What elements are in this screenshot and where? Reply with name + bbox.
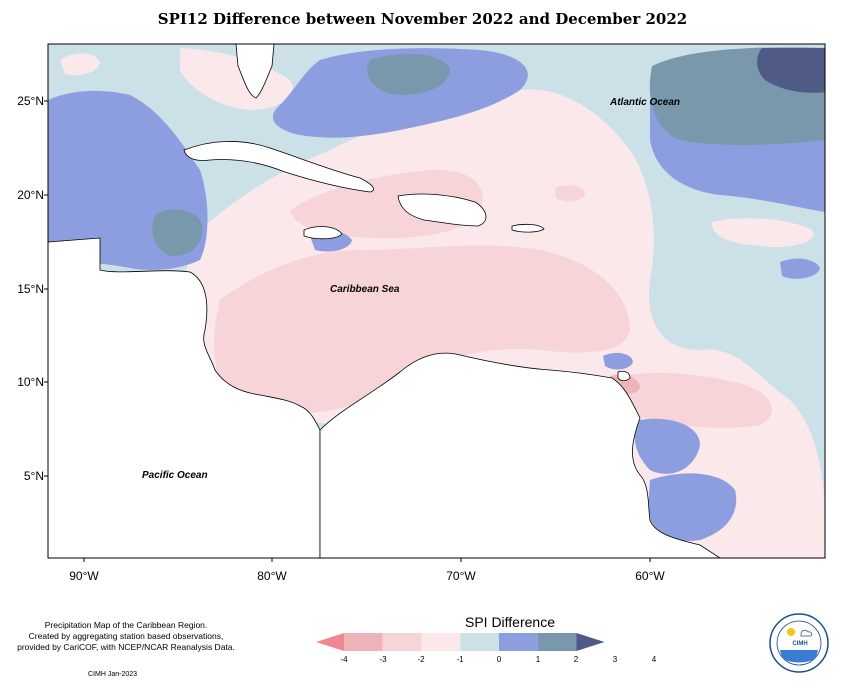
shading-navy xyxy=(757,48,825,93)
shading-blue-trinidad xyxy=(603,352,633,370)
map-title: SPI12 Difference between November 2022 a… xyxy=(157,10,688,28)
legend-tick: -2 xyxy=(417,655,425,664)
shading-pink xyxy=(214,245,631,414)
latitude-label-10n: 10°N xyxy=(17,375,44,389)
legend-tick: -1 xyxy=(456,655,464,664)
shading-steel-west xyxy=(152,209,203,257)
longitude-label-90w: 90°W xyxy=(69,569,99,583)
legend-swatch xyxy=(460,633,499,651)
cimh-logo xyxy=(769,613,829,673)
longitude-label-70w: 70°W xyxy=(446,569,476,583)
shading-blue-small xyxy=(780,258,820,279)
land-florida xyxy=(235,44,275,99)
land-cuba xyxy=(183,141,374,193)
land-puerto-rico xyxy=(511,223,545,233)
legend-swatch xyxy=(499,633,538,651)
label-pacific-ocean: Pacific Ocean xyxy=(142,470,208,481)
cloud-icon xyxy=(800,629,813,637)
shading-light-pink-2 xyxy=(180,48,293,110)
latitude-label-15n: 15°N xyxy=(17,282,44,296)
shading-blue-south xyxy=(634,418,700,474)
shading-blue-guiana xyxy=(648,473,737,541)
label-caribbean-sea: Caribbean Sea xyxy=(330,284,400,295)
longitude-label-60w: 60°W xyxy=(635,569,665,583)
map-frame xyxy=(47,43,826,559)
credit-text: CIMH Jan-2023 xyxy=(88,671,138,678)
legend-tick: 3 xyxy=(612,655,618,664)
shading-steel-north xyxy=(367,53,450,95)
land-trinidad xyxy=(617,370,631,382)
water-icon xyxy=(780,650,818,663)
map-description: Precipitation Map of the Caribbean Regio… xyxy=(6,620,246,653)
legend-tick: -4 xyxy=(340,655,348,664)
shading-pink-3 xyxy=(602,372,772,428)
legend-swatch xyxy=(421,633,461,651)
legend-arrow-high xyxy=(576,633,605,651)
description-line-1: Precipitation Map of the Caribbean Regio… xyxy=(44,620,208,630)
land-jamaica xyxy=(303,226,343,240)
legend-tick: -3 xyxy=(379,655,387,664)
legend-tick: 0 xyxy=(496,655,502,664)
label-atlantic-ocean: Atlantic Ocean xyxy=(610,97,681,108)
sun-icon xyxy=(787,628,795,636)
spi-color-legend xyxy=(316,633,605,651)
latitude-label-5n: 5°N xyxy=(23,469,44,483)
legend-swatch xyxy=(344,633,383,651)
legend-tick: 2 xyxy=(573,655,579,664)
legend-tick: 1 xyxy=(535,655,541,664)
legend-tick: 4 xyxy=(651,655,657,664)
logo-text: CIMH xyxy=(792,641,808,647)
legend-title: SPI Difference xyxy=(464,614,555,630)
legend-swatch xyxy=(537,633,577,651)
land-hispaniola xyxy=(397,193,487,227)
latitude-label-20n: 20°N xyxy=(17,188,44,202)
legend-swatch xyxy=(382,633,422,651)
longitude-label-80w: 80°W xyxy=(257,569,287,583)
shading-light-pink-4 xyxy=(711,218,814,248)
shading-light-pink-3 xyxy=(60,53,100,76)
shading-pink-4 xyxy=(555,185,585,202)
latitude-label-25n: 25°N xyxy=(17,94,44,108)
legend-arrow-low xyxy=(316,633,344,651)
land-central-america xyxy=(48,237,321,558)
description-line-2: Created by aggregating station based obs… xyxy=(28,631,224,641)
land-south-america xyxy=(319,352,721,558)
description-line-3: provided by CariCOF, with NCEP/NCAR Rean… xyxy=(17,642,235,652)
